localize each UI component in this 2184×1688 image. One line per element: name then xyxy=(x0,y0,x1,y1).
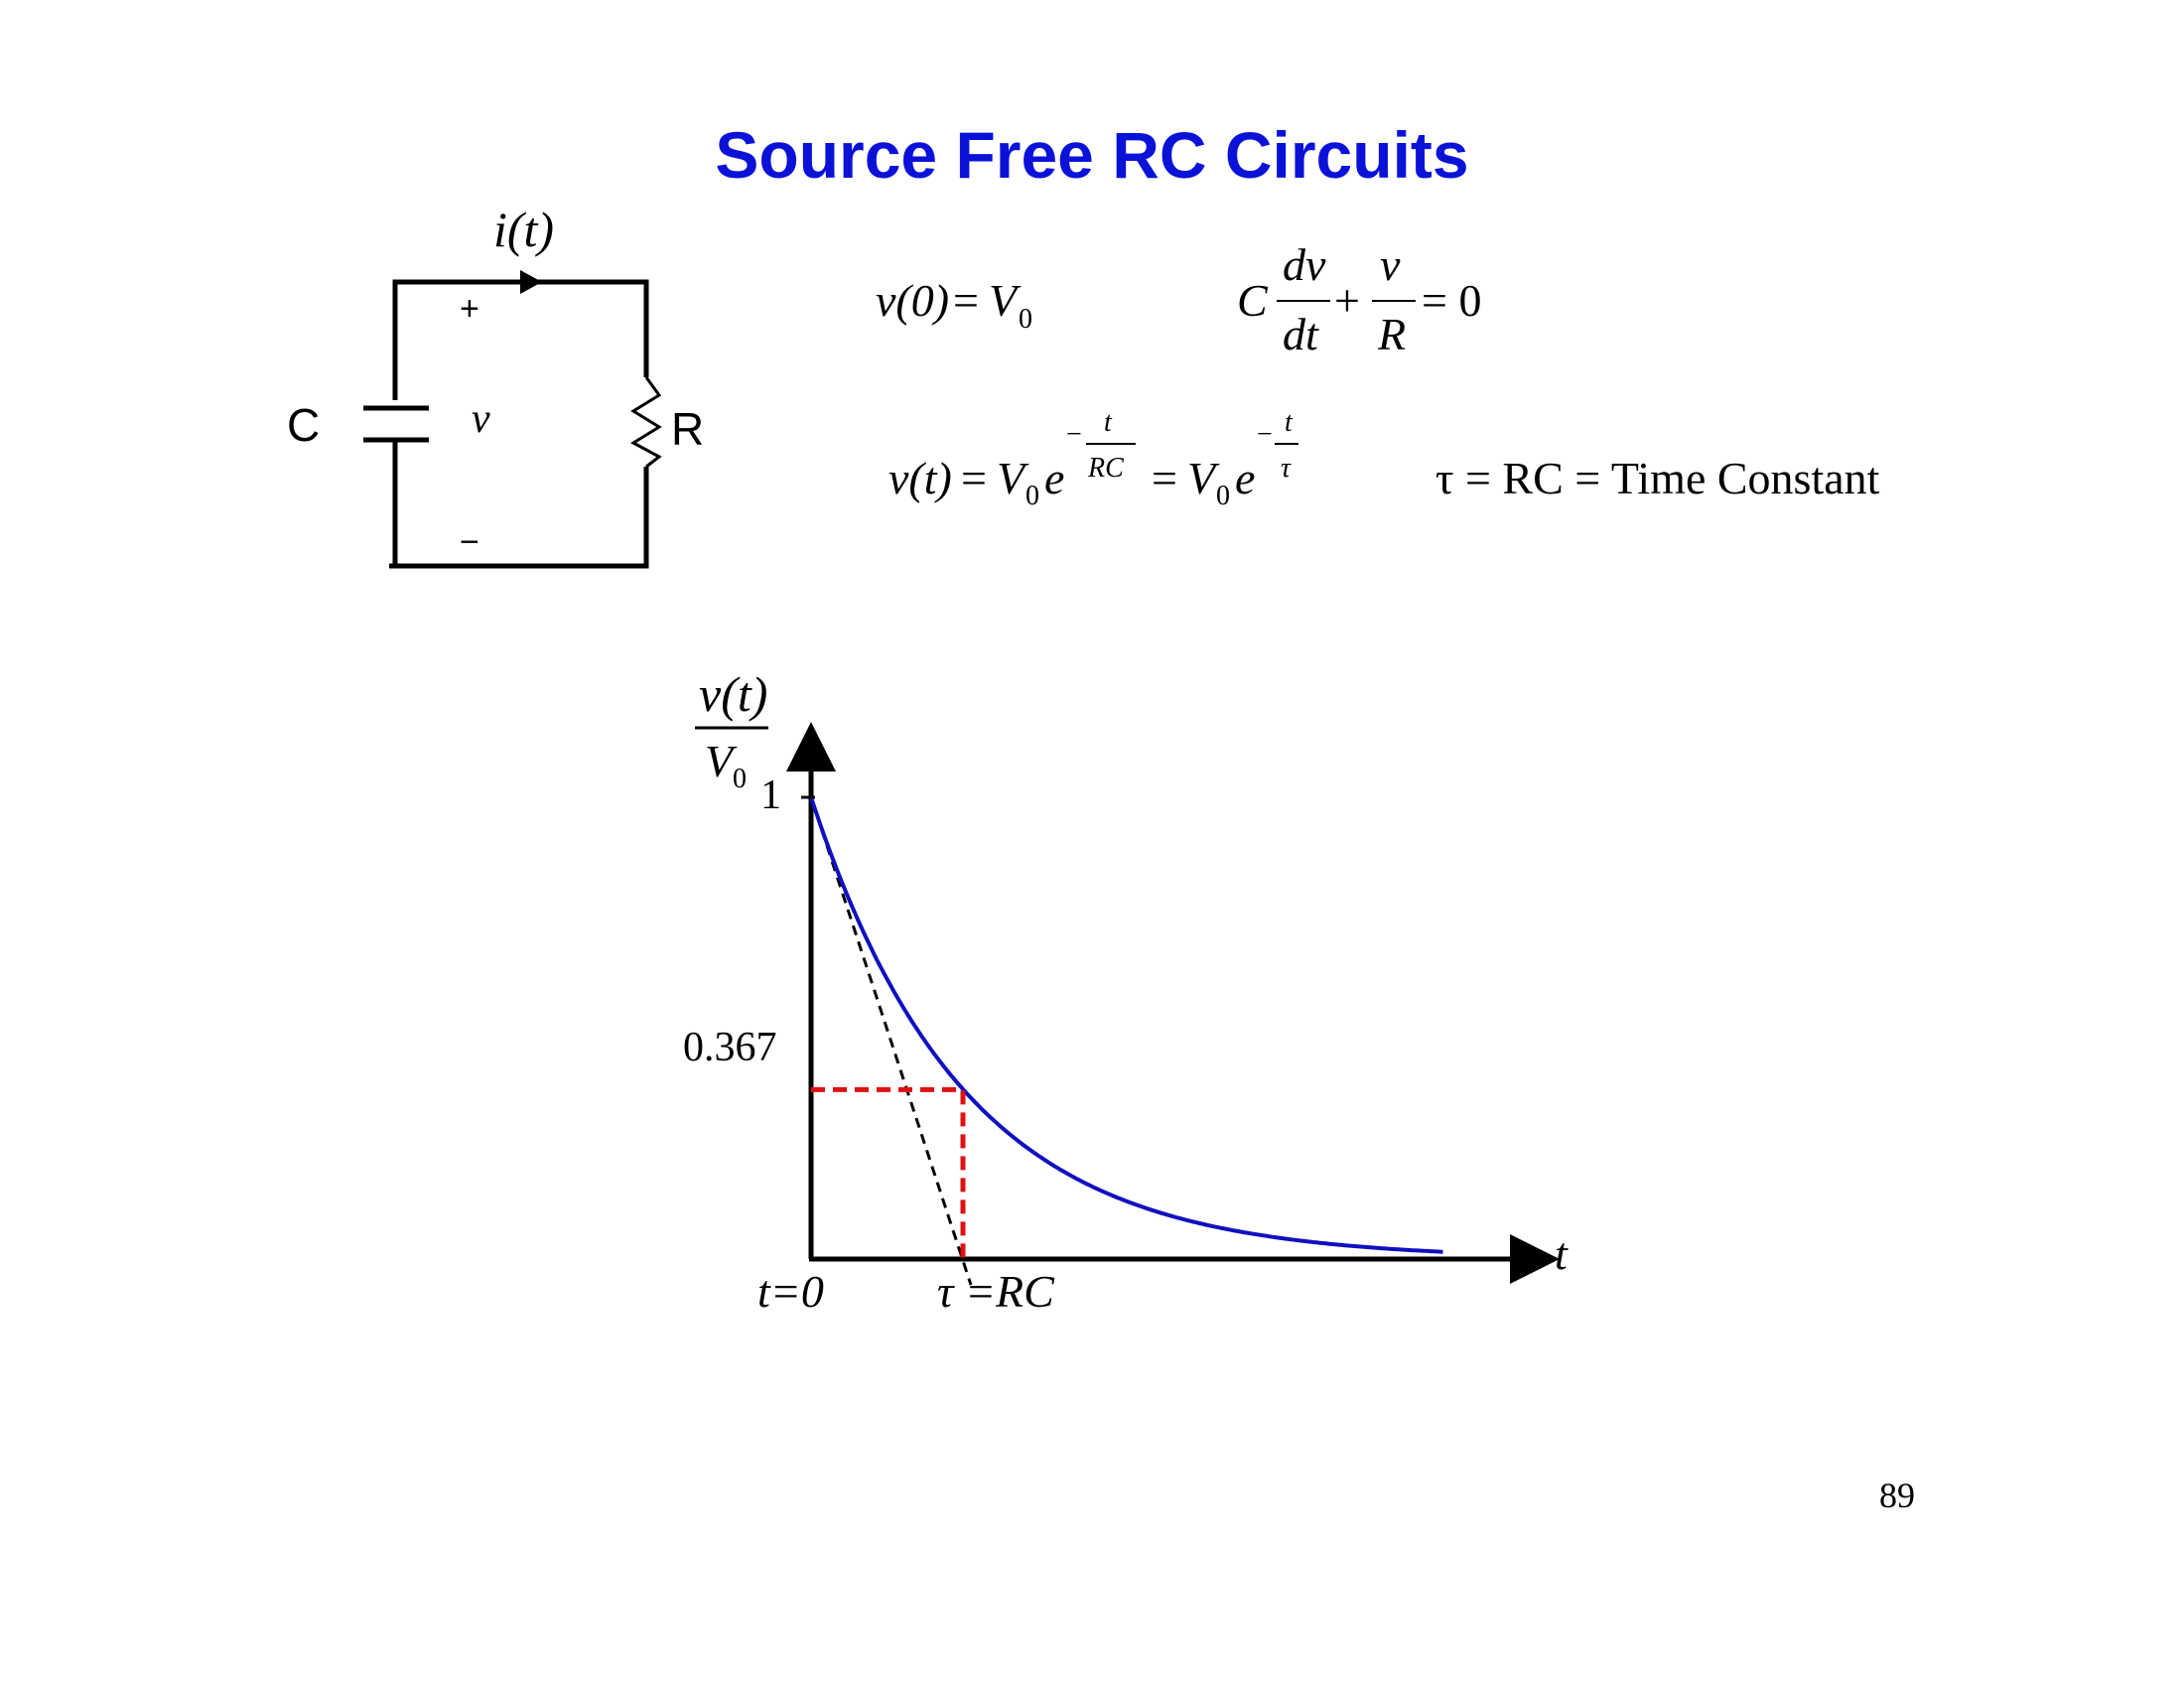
circuit-diagram xyxy=(363,279,662,569)
svg-text:−: − xyxy=(1066,419,1082,450)
svg-text:e: e xyxy=(1235,453,1255,503)
decay-chart: v(t) V 0 1 0.367 t=0 τ =RC t xyxy=(683,666,1569,1317)
svg-text:dt: dt xyxy=(1283,309,1319,359)
y-tick-1: 1 xyxy=(760,773,781,818)
svg-text:V: V xyxy=(997,453,1029,503)
decay-curve xyxy=(809,796,1443,1254)
current-label: i(t) xyxy=(493,202,554,257)
svg-text:t: t xyxy=(1285,407,1294,438)
svg-text:v: v xyxy=(1380,239,1401,290)
svg-text:τ: τ xyxy=(1281,453,1292,484)
x-axis-label: t xyxy=(1555,1228,1569,1279)
tangent-line xyxy=(809,796,973,1286)
svg-text:C: C xyxy=(1237,275,1269,326)
svg-text:dv: dv xyxy=(1283,239,1326,290)
svg-text:+: + xyxy=(1334,275,1360,326)
y-tick-0367: 0.367 xyxy=(683,1025,777,1070)
svg-text:v(t): v(t) xyxy=(888,453,952,503)
svg-text:= 0: = 0 xyxy=(1422,275,1481,326)
y-axis-label-denominator: V xyxy=(705,736,738,786)
capacitor-label: C xyxy=(287,399,320,451)
resistor-zigzag xyxy=(629,376,662,469)
svg-text:0: 0 xyxy=(1019,304,1032,335)
svg-text:R: R xyxy=(1377,309,1406,359)
x-tick-0: t=0 xyxy=(757,1266,824,1317)
y-axis-label-numerator: v(t) xyxy=(699,666,767,722)
svg-text:t: t xyxy=(1104,407,1113,438)
voltage-label: v xyxy=(472,396,490,442)
tau-marker-lines xyxy=(811,1086,966,1259)
svg-text:V: V xyxy=(1187,453,1220,503)
circuit-top-wire xyxy=(392,279,649,400)
differential-equation: C dv dt + v R = 0 xyxy=(1237,239,1481,359)
time-constant-equation: τ = RC = Time Constant xyxy=(1435,453,1880,503)
minus-sign: − xyxy=(460,523,479,561)
solution-equation: v(t) = V 0 e − t RC = V 0 e − t τ xyxy=(888,407,1298,511)
svg-text:=: = xyxy=(953,275,979,326)
svg-text:0: 0 xyxy=(1025,481,1039,511)
svg-text:−: − xyxy=(1257,419,1273,450)
circuit-bottom-wire xyxy=(389,467,649,569)
svg-text:V: V xyxy=(989,275,1022,326)
svg-text:RC: RC xyxy=(1087,453,1124,484)
svg-text:v(0): v(0) xyxy=(876,275,949,326)
page-title: Source Free RC Circuits xyxy=(715,118,1469,192)
page-number: 89 xyxy=(1879,1476,1915,1515)
plus-sign: + xyxy=(460,290,479,328)
svg-text:=: = xyxy=(961,453,987,503)
resistor-label: R xyxy=(671,403,704,455)
initial-condition-equation: v(0) = V 0 xyxy=(876,275,1032,335)
svg-text:=: = xyxy=(1152,453,1177,503)
current-arrow-icon xyxy=(520,270,542,294)
y-axis-label-denominator-sub: 0 xyxy=(733,764,747,794)
svg-text:e: e xyxy=(1044,453,1064,503)
x-tick-tau: τ =RC xyxy=(937,1266,1055,1317)
svg-text:0: 0 xyxy=(1216,481,1230,511)
